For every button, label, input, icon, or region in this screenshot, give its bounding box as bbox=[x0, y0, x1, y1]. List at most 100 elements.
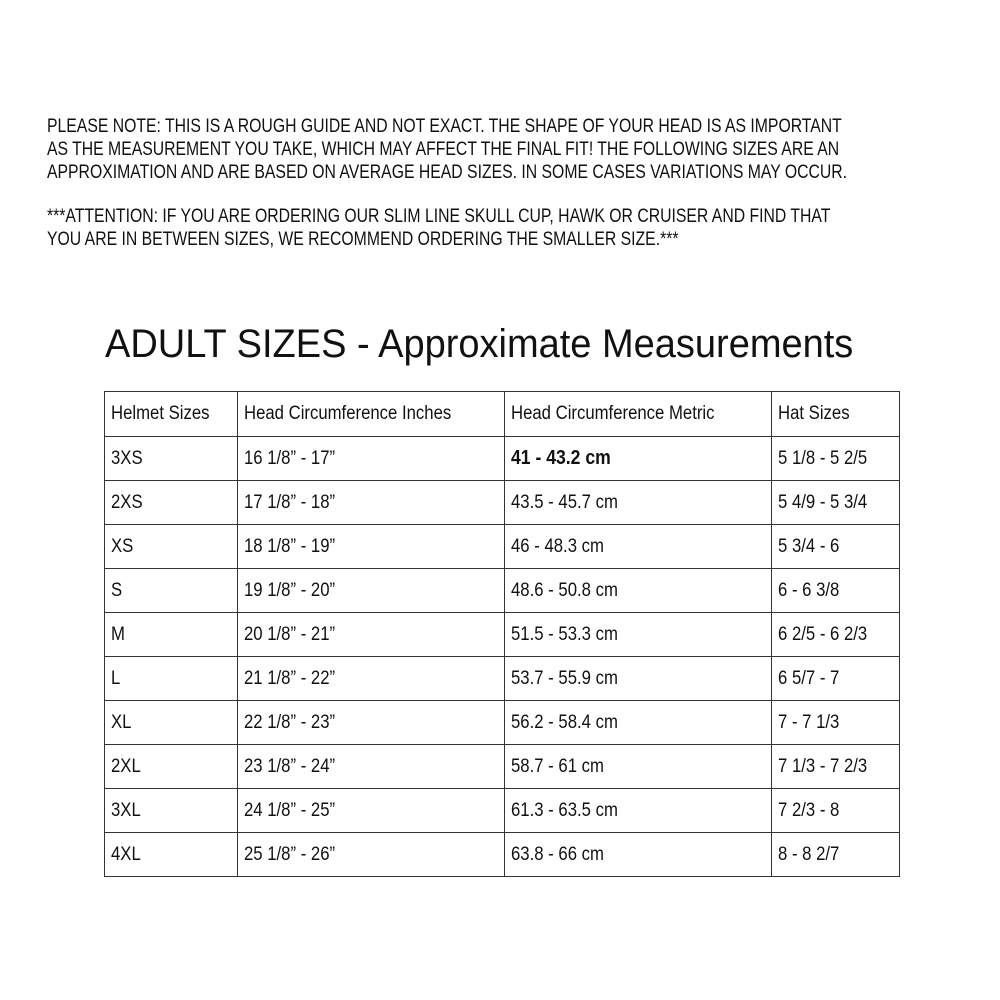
column-header: Helmet Sizes bbox=[104, 391, 238, 437]
fit-disclaimer-note: PLEASE NOTE: THIS IS A ROUGH GUIDE AND N… bbox=[47, 115, 847, 184]
table-cell-text: 2XS bbox=[111, 491, 143, 513]
note-line: APPROXIMATION AND ARE BASED ON AVERAGE H… bbox=[47, 162, 848, 183]
table-cell: 3XL bbox=[104, 788, 238, 833]
column-header: Hat Sizes bbox=[771, 391, 900, 437]
table-cell: 21 1/8” - 22” bbox=[237, 656, 505, 701]
table-cell: 8 - 8 2/7 bbox=[771, 832, 900, 877]
table-cell-text: 58.7 - 61 cm bbox=[511, 755, 604, 777]
table-row: L 21 1/8” - 22” 53.7 - 55.9 cm 6 5/7 - 7 bbox=[104, 656, 900, 701]
table-cell-text: L bbox=[111, 667, 121, 689]
table-cell: 7 1/3 - 7 2/3 bbox=[771, 744, 900, 789]
table-cell-text: 46 - 48.3 cm bbox=[511, 535, 604, 557]
table-cell: 56.2 - 58.4 cm bbox=[504, 700, 772, 745]
table-cell: 20 1/8” - 21” bbox=[237, 612, 505, 657]
table-cell: 23 1/8” - 24” bbox=[237, 744, 505, 789]
column-header: Head Circumference Inches bbox=[237, 391, 505, 437]
table-cell: 6 5/7 - 7 bbox=[771, 656, 900, 701]
table-cell-text: 4XL bbox=[111, 843, 141, 865]
table-cell-text: 3XL bbox=[111, 799, 141, 821]
table-cell: 2XL bbox=[104, 744, 238, 789]
table-cell: 6 2/5 - 6 2/3 bbox=[771, 612, 900, 657]
table-cell: 46 - 48.3 cm bbox=[504, 524, 772, 569]
table-row: 3XL 24 1/8” - 25” 61.3 - 63.5 cm 7 2/3 - 8 bbox=[104, 788, 900, 833]
table-row: XL 22 1/8” - 23” 56.2 - 58.4 cm 7 - 7 1/3 bbox=[104, 700, 900, 745]
table-cell-text: 51.5 - 53.3 cm bbox=[511, 623, 618, 645]
table-cell: 6 - 6 3/8 bbox=[771, 568, 900, 613]
table-cell-text: 7 2/3 - 8 bbox=[778, 799, 840, 821]
table-cell-text: 5 3/4 - 6 bbox=[778, 535, 840, 557]
table-cell-text: S bbox=[111, 579, 123, 601]
table-cell-text: 21 1/8” - 22” bbox=[244, 667, 336, 689]
note-line: PLEASE NOTE: THIS IS A ROUGH GUIDE AND N… bbox=[47, 116, 842, 137]
table-cell-text: 5 1/8 - 5 2/5 bbox=[778, 447, 868, 469]
column-header: Head Circumference Metric bbox=[504, 391, 772, 437]
table-cell: 7 - 7 1/3 bbox=[771, 700, 900, 745]
table-cell: 5 1/8 - 5 2/5 bbox=[771, 436, 900, 481]
table-cell-text: 18 1/8” - 19” bbox=[244, 535, 336, 557]
table-cell: 43.5 - 45.7 cm bbox=[504, 480, 772, 525]
column-header-text: Helmet Sizes bbox=[111, 403, 210, 424]
table-row: 2XS 17 1/8” - 18” 43.5 - 45.7 cm 5 4/9 - 5 … bbox=[104, 480, 900, 525]
table-cell: 61.3 - 63.5 cm bbox=[504, 788, 772, 833]
table-cell-text: 53.7 - 55.9 cm bbox=[511, 667, 618, 689]
table-cell-text: XL bbox=[111, 711, 132, 733]
table-cell-text: 6 5/7 - 7 bbox=[778, 667, 840, 689]
table-cell: 48.6 - 50.8 cm bbox=[504, 568, 772, 613]
attention-note: ***ATTENTION: IF YOU ARE ORDERING OUR SL… bbox=[47, 205, 830, 251]
table-row: XS 18 1/8” - 19” 46 - 48.3 cm 5 3/4 - 6 bbox=[104, 524, 900, 569]
table-cell: 41 - 43.2 cm bbox=[504, 436, 772, 481]
page-title: ADULT SIZES - Approximate Measurements bbox=[105, 322, 854, 366]
table-cell: 16 1/8” - 17” bbox=[237, 436, 505, 481]
table-cell-text: 16 1/8” - 17” bbox=[244, 447, 336, 469]
table-cell: 7 2/3 - 8 bbox=[771, 788, 900, 833]
table-cell: S bbox=[104, 568, 238, 613]
size-table: Helmet Sizes Head Circumference Inches Hea… bbox=[104, 391, 900, 877]
table-cell: 53.7 - 55.9 cm bbox=[504, 656, 772, 701]
table-cell: 51.5 - 53.3 cm bbox=[504, 612, 772, 657]
table-cell-text: 6 2/5 - 6 2/3 bbox=[778, 623, 868, 645]
table-cell: 4XL bbox=[104, 832, 238, 877]
table-cell-text: 24 1/8” - 25” bbox=[244, 799, 336, 821]
table-cell: 19 1/8” - 20” bbox=[237, 568, 505, 613]
table-cell-text: 2XL bbox=[111, 755, 141, 777]
table-cell: 2XS bbox=[104, 480, 238, 525]
table-cell: 24 1/8” - 25” bbox=[237, 788, 505, 833]
note-line: YOU ARE IN BETWEEN SIZES, WE RECOMMEND O… bbox=[47, 229, 679, 250]
table-row: M 20 1/8” - 21” 51.5 - 53.3 cm 6 2/5 - 6 2/… bbox=[104, 612, 900, 657]
table-cell-text: 61.3 - 63.5 cm bbox=[511, 799, 618, 821]
table-cell-text: 5 4/9 - 5 3/4 bbox=[778, 491, 868, 513]
table-header-row: Helmet Sizes Head Circumference Inches Hea… bbox=[104, 391, 900, 437]
table-cell-text: 43.5 - 45.7 cm bbox=[511, 491, 618, 513]
table-cell: 5 4/9 - 5 3/4 bbox=[771, 480, 900, 525]
table-cell: M bbox=[104, 612, 238, 657]
table-cell-text: 17 1/8” - 18” bbox=[244, 491, 336, 513]
table-row: 2XL 23 1/8” - 24” 58.7 - 61 cm 7 1/3 - 7 2/… bbox=[104, 744, 900, 789]
table-cell-text: 7 - 7 1/3 bbox=[778, 711, 840, 733]
table-cell-text: 23 1/8” - 24” bbox=[244, 755, 336, 777]
table-cell: 63.8 - 66 cm bbox=[504, 832, 772, 877]
table-cell: XS bbox=[104, 524, 238, 569]
table-cell-text: 48.6 - 50.8 cm bbox=[511, 579, 618, 601]
table-cell-text: 19 1/8” - 20” bbox=[244, 579, 336, 601]
column-header-text: Head Circumference Inches bbox=[244, 403, 452, 424]
table-cell: 22 1/8” - 23” bbox=[237, 700, 505, 745]
table-cell: L bbox=[104, 656, 238, 701]
table-cell-text: 8 - 8 2/7 bbox=[778, 843, 840, 865]
table-cell-text: 56.2 - 58.4 cm bbox=[511, 711, 618, 733]
table-cell-text: 3XS bbox=[111, 447, 143, 469]
table-cell: 18 1/8” - 19” bbox=[237, 524, 505, 569]
table-cell-text: 20 1/8” - 21” bbox=[244, 623, 336, 645]
table-cell: 25 1/8” - 26” bbox=[237, 832, 505, 877]
table-cell-text: 6 - 6 3/8 bbox=[778, 579, 840, 601]
table-cell: 17 1/8” - 18” bbox=[237, 480, 505, 525]
column-header-text: Hat Sizes bbox=[778, 403, 850, 424]
column-header-text: Head Circumference Metric bbox=[511, 403, 715, 424]
table-cell-text: 25 1/8” - 26” bbox=[244, 843, 336, 865]
table-cell-text: 22 1/8” - 23” bbox=[244, 711, 336, 733]
table-row: 3XS 16 1/8” - 17” 41 - 43.2 cm 5 1/8 - 5 2/… bbox=[104, 436, 900, 481]
table-cell: XL bbox=[104, 700, 238, 745]
table-cell-text: 7 1/3 - 7 2/3 bbox=[778, 755, 868, 777]
table-cell-text: 41 - 43.2 cm bbox=[511, 447, 611, 469]
table-row: S 19 1/8” - 20” 48.6 - 50.8 cm 6 - 6 3/8 bbox=[104, 568, 900, 613]
